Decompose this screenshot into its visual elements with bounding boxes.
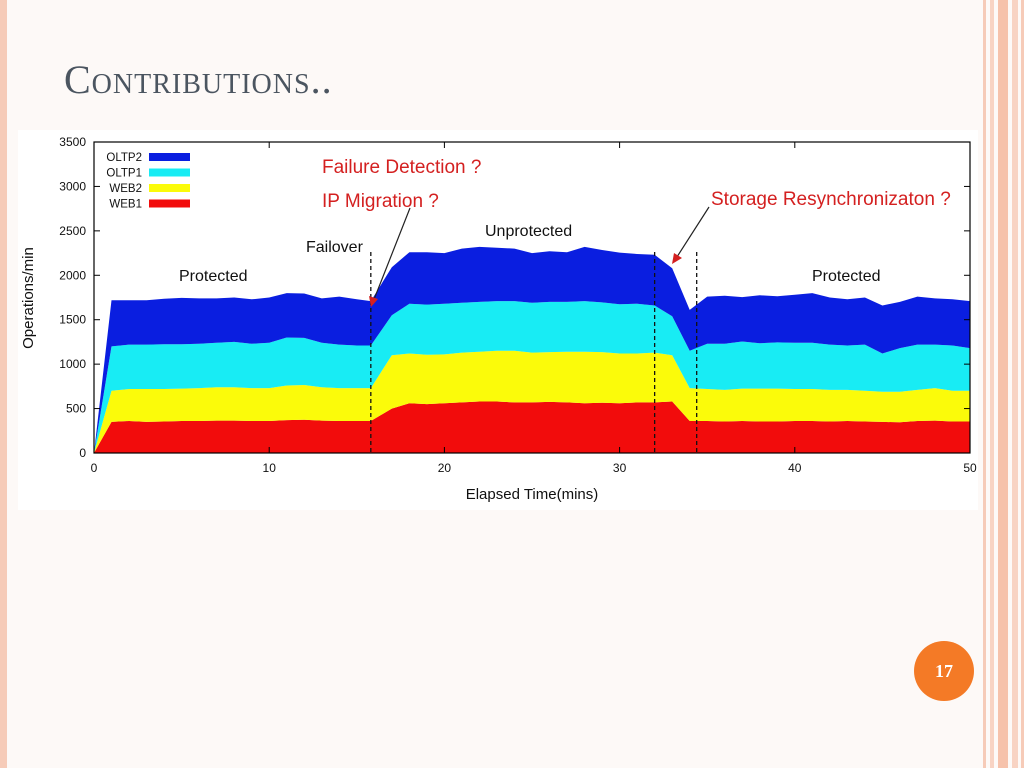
x-tick-label: 40 bbox=[788, 461, 802, 475]
annotation-failure-detection: Failure Detection ? bbox=[322, 157, 481, 178]
areas-layer bbox=[94, 246, 970, 453]
y-tick-label: 3500 bbox=[59, 135, 86, 149]
legend-swatch bbox=[149, 153, 190, 161]
area-web2 bbox=[94, 350, 970, 453]
legend-label: WEB1 bbox=[109, 199, 142, 211]
plot-frame bbox=[93, 141, 971, 454]
area-oltp1 bbox=[94, 301, 970, 453]
y-tick-label: 3000 bbox=[59, 179, 86, 193]
y-tick-label: 0 bbox=[79, 446, 86, 460]
arrowhead-storage-resync bbox=[672, 253, 682, 264]
area-web1 bbox=[94, 401, 970, 453]
legend-label: WEB2 bbox=[109, 183, 142, 195]
vlines-layer bbox=[370, 252, 698, 453]
legend-label: OLTP2 bbox=[106, 152, 142, 164]
frame-layer bbox=[93, 141, 971, 454]
arrow-ip-migration bbox=[372, 207, 411, 303]
legend-label: OLTP1 bbox=[106, 168, 142, 180]
slide-title: Contributions.. bbox=[64, 57, 333, 102]
arrow-storage-resync bbox=[674, 206, 710, 261]
page-number: 17 bbox=[935, 660, 953, 681]
y-axis-label: Operations/min bbox=[20, 247, 37, 349]
annotation-ip-migration: IP Migration ? bbox=[322, 191, 439, 212]
chart-svg: 0 10 20 30 40 500500100015002000250030003500 … bbox=[20, 135, 977, 503]
arrowhead-ip-migration bbox=[369, 296, 378, 307]
x-tick-label: 50 bbox=[963, 461, 977, 475]
y-tick-label: 2000 bbox=[59, 268, 86, 282]
y-tick-label: 2500 bbox=[59, 224, 86, 238]
x-tick-label: 20 bbox=[438, 461, 452, 475]
throughput-chart: 0 10 20 30 40 50 0 500 1000 1500 2000 2500 3000 3500 … bbox=[18, 130, 978, 510]
legend-swatch bbox=[149, 184, 190, 192]
annotations-layer: Failure Detection ? IP Migration ? Stora… bbox=[179, 157, 951, 307]
y-tick-label: 1000 bbox=[59, 357, 86, 371]
y-tick-label: 500 bbox=[66, 402, 86, 416]
left-border bbox=[0, 0, 7, 768]
annotation-failover: Failover bbox=[306, 239, 364, 256]
annotation-protected-left: Protected bbox=[179, 268, 247, 285]
area-oltp2 bbox=[94, 246, 970, 453]
y-tick-label: 1500 bbox=[59, 313, 86, 327]
legend: OLTP2 OLTP1 WEB2 WEB1 bbox=[106, 152, 190, 211]
x-tick-label: 30 bbox=[613, 461, 627, 475]
x-axis-label: Elapsed Time(mins) bbox=[466, 486, 599, 503]
annotation-unprotected: Unprotected bbox=[485, 223, 572, 240]
legend-swatch bbox=[149, 168, 190, 177]
x-tick-label: 0 bbox=[91, 461, 98, 475]
right-decorative-stripes bbox=[976, 0, 1024, 768]
page-number-badge: 17 bbox=[914, 641, 974, 701]
x-tick-label: 10 bbox=[263, 461, 277, 475]
annotation-protected-right: Protected bbox=[812, 268, 880, 285]
annotation-storage-resync: Storage Resynchronizaton ? bbox=[711, 189, 951, 210]
legend-swatch bbox=[149, 199, 190, 208]
